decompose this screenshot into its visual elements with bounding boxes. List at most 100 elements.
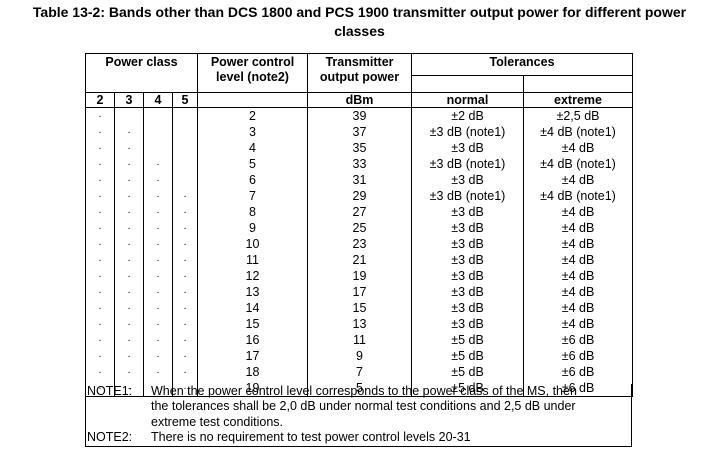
output-power-cell: 35 [307,140,412,157]
table-row: · · · 6 31 ±3 dB ±4 dB [85,172,633,189]
applicable-dot: · [127,255,131,267]
power-class-4-cell [143,107,173,125]
applicable-dot: · [127,367,131,379]
note-2-line-1: There is no requirement to test power co… [151,430,471,445]
applicable-dot: · [127,351,131,363]
power-class-5-cell: · [172,204,198,221]
power-class-5-cell [172,107,198,125]
tolerance-extreme-cell: ±4 dB [523,268,633,285]
applicable-dot: · [183,287,187,299]
note-1-line-1: When the power control level corresponds… [151,384,577,398]
applicable-dot: · [98,111,102,123]
power-class-2-cell: · [85,252,115,269]
applicable-dot: · [127,175,131,187]
applicable-dot: · [127,239,131,251]
power-control-level-cell: 5 [197,156,308,173]
applicable-dot: · [156,191,160,203]
header-class-3: 3 [114,91,144,109]
applicable-dot: · [127,127,131,139]
power-class-4-cell [143,140,173,157]
table-row: · · · · 12 19 ±3 dB ±4 dB [85,268,633,285]
tolerance-normal-cell: ±3 dB [411,172,524,189]
applicable-dot: · [127,383,131,395]
applicable-dot: · [98,303,102,315]
power-class-3-cell: · [114,284,144,301]
header-normal-spacer [411,75,524,93]
applicable-dot: · [183,191,187,203]
applicable-dot: · [156,207,160,219]
power-class-3-cell: · [114,204,144,221]
output-power-cell: 37 [307,124,412,141]
applicable-dot: · [98,239,102,251]
power-class-5-cell [172,172,198,189]
table-row: · · · · 15 13 ±3 dB ±4 dB [85,316,633,333]
applicable-dot: · [98,255,102,267]
applicable-dot: · [98,143,102,155]
power-class-2-cell: · [85,364,115,381]
tolerance-extreme-cell: ±6 dB [523,332,633,349]
power-class-4-cell: · [143,300,173,317]
note-1: NOTE1: When the power control level corr… [86,384,631,430]
power-control-level-cell: 6 [197,172,308,189]
power-class-5-cell [172,156,198,173]
applicable-dot: · [98,271,102,283]
output-power-cell: 27 [307,204,412,221]
power-control-level-cell: 11 [197,252,308,269]
tolerance-extreme-cell: ±2,5 dB [523,107,633,125]
power-class-3-cell: · [114,140,144,157]
power-class-2-cell: · [85,316,115,333]
applicable-dot: · [183,367,187,379]
power-class-2-cell: · [85,220,115,237]
applicable-dot: · [183,351,187,363]
power-control-level-cell: 18 [197,364,308,381]
header-tx-line-1: Transmitter [325,55,394,69]
table-row: · · 4 35 ±3 dB ±4 dB [85,140,633,157]
tolerance-extreme-cell: ±6 dB [523,380,633,398]
applicable-dot: · [98,223,102,235]
header-transmitter-output-power: Transmitter output power [307,53,412,93]
applicable-dot: · [98,287,102,299]
note-2-text: There is no requirement to test power co… [151,430,631,445]
output-power-cell: 29 [307,188,412,205]
power-control-level-cell: 12 [197,268,308,285]
table-row: · · · · 10 23 ±3 dB ±4 dB [85,236,633,253]
applicable-dot: · [98,207,102,219]
power-class-3-cell: · [114,220,144,237]
tolerance-extreme-cell: ±6 dB [523,348,633,365]
header-tolerances: Tolerances [411,53,633,76]
power-class-3-cell: · [114,188,144,205]
power-class-3-cell: · [114,332,144,349]
power-class-5-cell: · [172,252,198,269]
table-row: · · · · 16 11 ±5 dB ±6 dB [85,332,633,349]
applicable-dot: · [127,335,131,347]
applicable-dot: · [127,271,131,283]
applicable-dot: · [127,143,131,155]
applicable-dot: · [183,271,187,283]
tolerance-normal-cell: ±3 dB [411,316,524,333]
power-class-5-cell: · [172,188,198,205]
power-control-level-cell: 15 [197,316,308,333]
power-class-4-cell: · [143,348,173,365]
output-power-cell: 9 [307,348,412,365]
applicable-dot: · [183,303,187,315]
power-class-2-cell: · [85,236,115,253]
header-power-control-level: Power control level (note2) [197,53,308,93]
note-1-text: When the power control level corresponds… [151,384,631,430]
power-class-5-cell: · [172,220,198,237]
power-class-4-cell: · [143,284,173,301]
applicable-dot: · [98,335,102,347]
applicable-dot: · [156,383,160,395]
applicable-dot: · [98,127,102,139]
header-extreme: extreme [523,91,633,109]
applicable-dot: · [156,319,160,331]
power-tolerance-table: Power class Power control level (note2) … [85,53,633,398]
applicable-dot: · [127,207,131,219]
header-class-2: 2 [85,91,115,109]
tolerance-normal-cell: ±3 dB [411,268,524,285]
power-class-2-cell: · [85,348,115,365]
power-class-3-cell: · [114,156,144,173]
power-control-level-cell: 13 [197,284,308,301]
tolerance-normal-cell: ±3 dB (note1) [411,188,524,205]
power-class-3-cell: · [114,364,144,381]
applicable-dot: · [183,239,187,251]
